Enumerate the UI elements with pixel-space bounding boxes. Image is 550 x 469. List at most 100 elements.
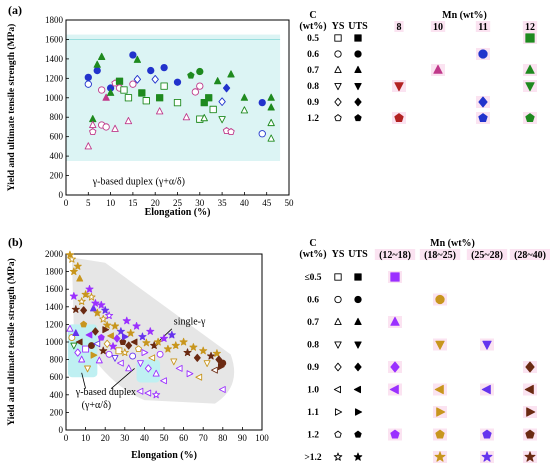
data-point [84, 80, 92, 88]
legend-swatch-marker [434, 451, 446, 462]
legend-swatch-marker [525, 33, 535, 43]
legend-c-value: 0.8 [307, 341, 319, 351]
data-point [121, 333, 129, 341]
data-point [156, 107, 164, 115]
data-point [170, 358, 178, 366]
data-point [175, 364, 183, 372]
legend-mn-column-bg [374, 249, 416, 260]
data-point [240, 93, 249, 101]
data-point [219, 359, 227, 367]
data-point [142, 97, 150, 105]
y-tick-label: 1400 [45, 54, 64, 64]
data-point [132, 321, 141, 330]
data-point [189, 343, 198, 351]
data-point [267, 93, 275, 101]
data-point [218, 116, 226, 124]
legend-swatch-marker [525, 82, 535, 92]
data-point [146, 327, 155, 335]
y-axis-label: Yield and ultimate tensile strength (MPa… [6, 258, 17, 426]
data-point [167, 330, 176, 339]
legend-mn-column-label: 12 [525, 22, 535, 33]
legend-swatch-marker [478, 113, 488, 123]
data-point [159, 334, 169, 342]
legend-uts-marker [354, 430, 362, 438]
legend-c-value: 1.0 [307, 386, 319, 396]
legend-swatch-marker [482, 429, 492, 439]
x-tick-label: 30 [120, 433, 130, 443]
data-point [160, 63, 168, 72]
data-point [136, 387, 144, 395]
y-tick-label: 1200 [45, 319, 64, 329]
legend-uts-marker [354, 65, 362, 74]
legend-swatch-marker [524, 384, 534, 395]
legend-c-value: 0.6 [307, 296, 319, 306]
annotation-duplex: γ-based duplex [75, 387, 136, 398]
legend-ys-marker [334, 430, 342, 438]
legend-ys-marker [334, 34, 342, 42]
data-point [88, 342, 95, 349]
data-point [240, 106, 249, 114]
legend-c-header: C [309, 238, 316, 249]
legend-swatch-marker [478, 49, 488, 59]
legend-swatch-marker [524, 451, 536, 462]
y-tick-label: 0 [59, 190, 64, 200]
data-point [120, 348, 129, 357]
data-point [89, 304, 97, 312]
data-point [200, 114, 208, 122]
legend-swatch-marker [433, 64, 443, 74]
y-tick-label: 600 [50, 372, 64, 382]
data-point [129, 51, 137, 59]
y-tick-label: 1800 [45, 15, 64, 25]
y-tick-label: 0 [59, 425, 64, 435]
data-point [213, 77, 222, 85]
data-point [66, 324, 74, 332]
legend-swatch-marker [526, 407, 536, 417]
y-tick-label: 600 [50, 132, 64, 142]
data-point [267, 134, 275, 142]
data-point [68, 334, 76, 342]
x-tick-label: 90 [238, 433, 248, 443]
legend-uts-marker [354, 295, 362, 304]
data-point [183, 348, 192, 357]
legend-uts-marker [354, 50, 362, 58]
x-tick-label: 70 [199, 433, 209, 443]
data-point [173, 78, 182, 86]
legend-mn-column-bg [522, 21, 538, 32]
legend-ys-marker [334, 295, 342, 304]
legend-uts-marker [353, 385, 362, 394]
x-tick-label: 10 [106, 198, 116, 208]
x-tick-label: 60 [179, 433, 189, 443]
legend-uts-header: UTS [348, 249, 368, 260]
panel-b: 0 10 20 30 40 50 60 70 80 90 100020040060080010001… [6, 235, 550, 463]
y-tick-label: 800 [50, 355, 64, 365]
duplex-region [66, 34, 281, 161]
data-point [173, 98, 182, 107]
legend-c-value: 0.8 [307, 82, 319, 92]
legend-mn-column-bg [394, 21, 404, 32]
data-point [103, 321, 112, 329]
data-point [144, 364, 152, 373]
data-point [74, 348, 82, 357]
data-point [91, 327, 99, 336]
x-tick-label: 35 [218, 198, 228, 208]
data-point [98, 86, 106, 94]
legend-uts-marker [354, 273, 362, 281]
annotation-single-gamma: single-γ [174, 316, 206, 327]
legend-ys-marker [334, 97, 342, 107]
legend-ys-marker [334, 50, 342, 58]
legend-uts-marker [354, 317, 362, 326]
data-point [147, 66, 155, 75]
data-point [125, 364, 133, 372]
y-tick-label: 400 [50, 151, 64, 161]
data-point [80, 306, 88, 315]
data-point [80, 320, 88, 328]
legend-c-value: 1.1 [307, 408, 319, 418]
data-point [73, 262, 82, 270]
legend-swatch-marker [390, 429, 400, 439]
y-tick-label: 200 [50, 171, 64, 181]
data-point [67, 255, 76, 263]
legend-c-value: 0.9 [307, 363, 319, 373]
data-point [182, 113, 191, 121]
data-point [196, 67, 204, 76]
legend-uts-marker [354, 82, 362, 91]
